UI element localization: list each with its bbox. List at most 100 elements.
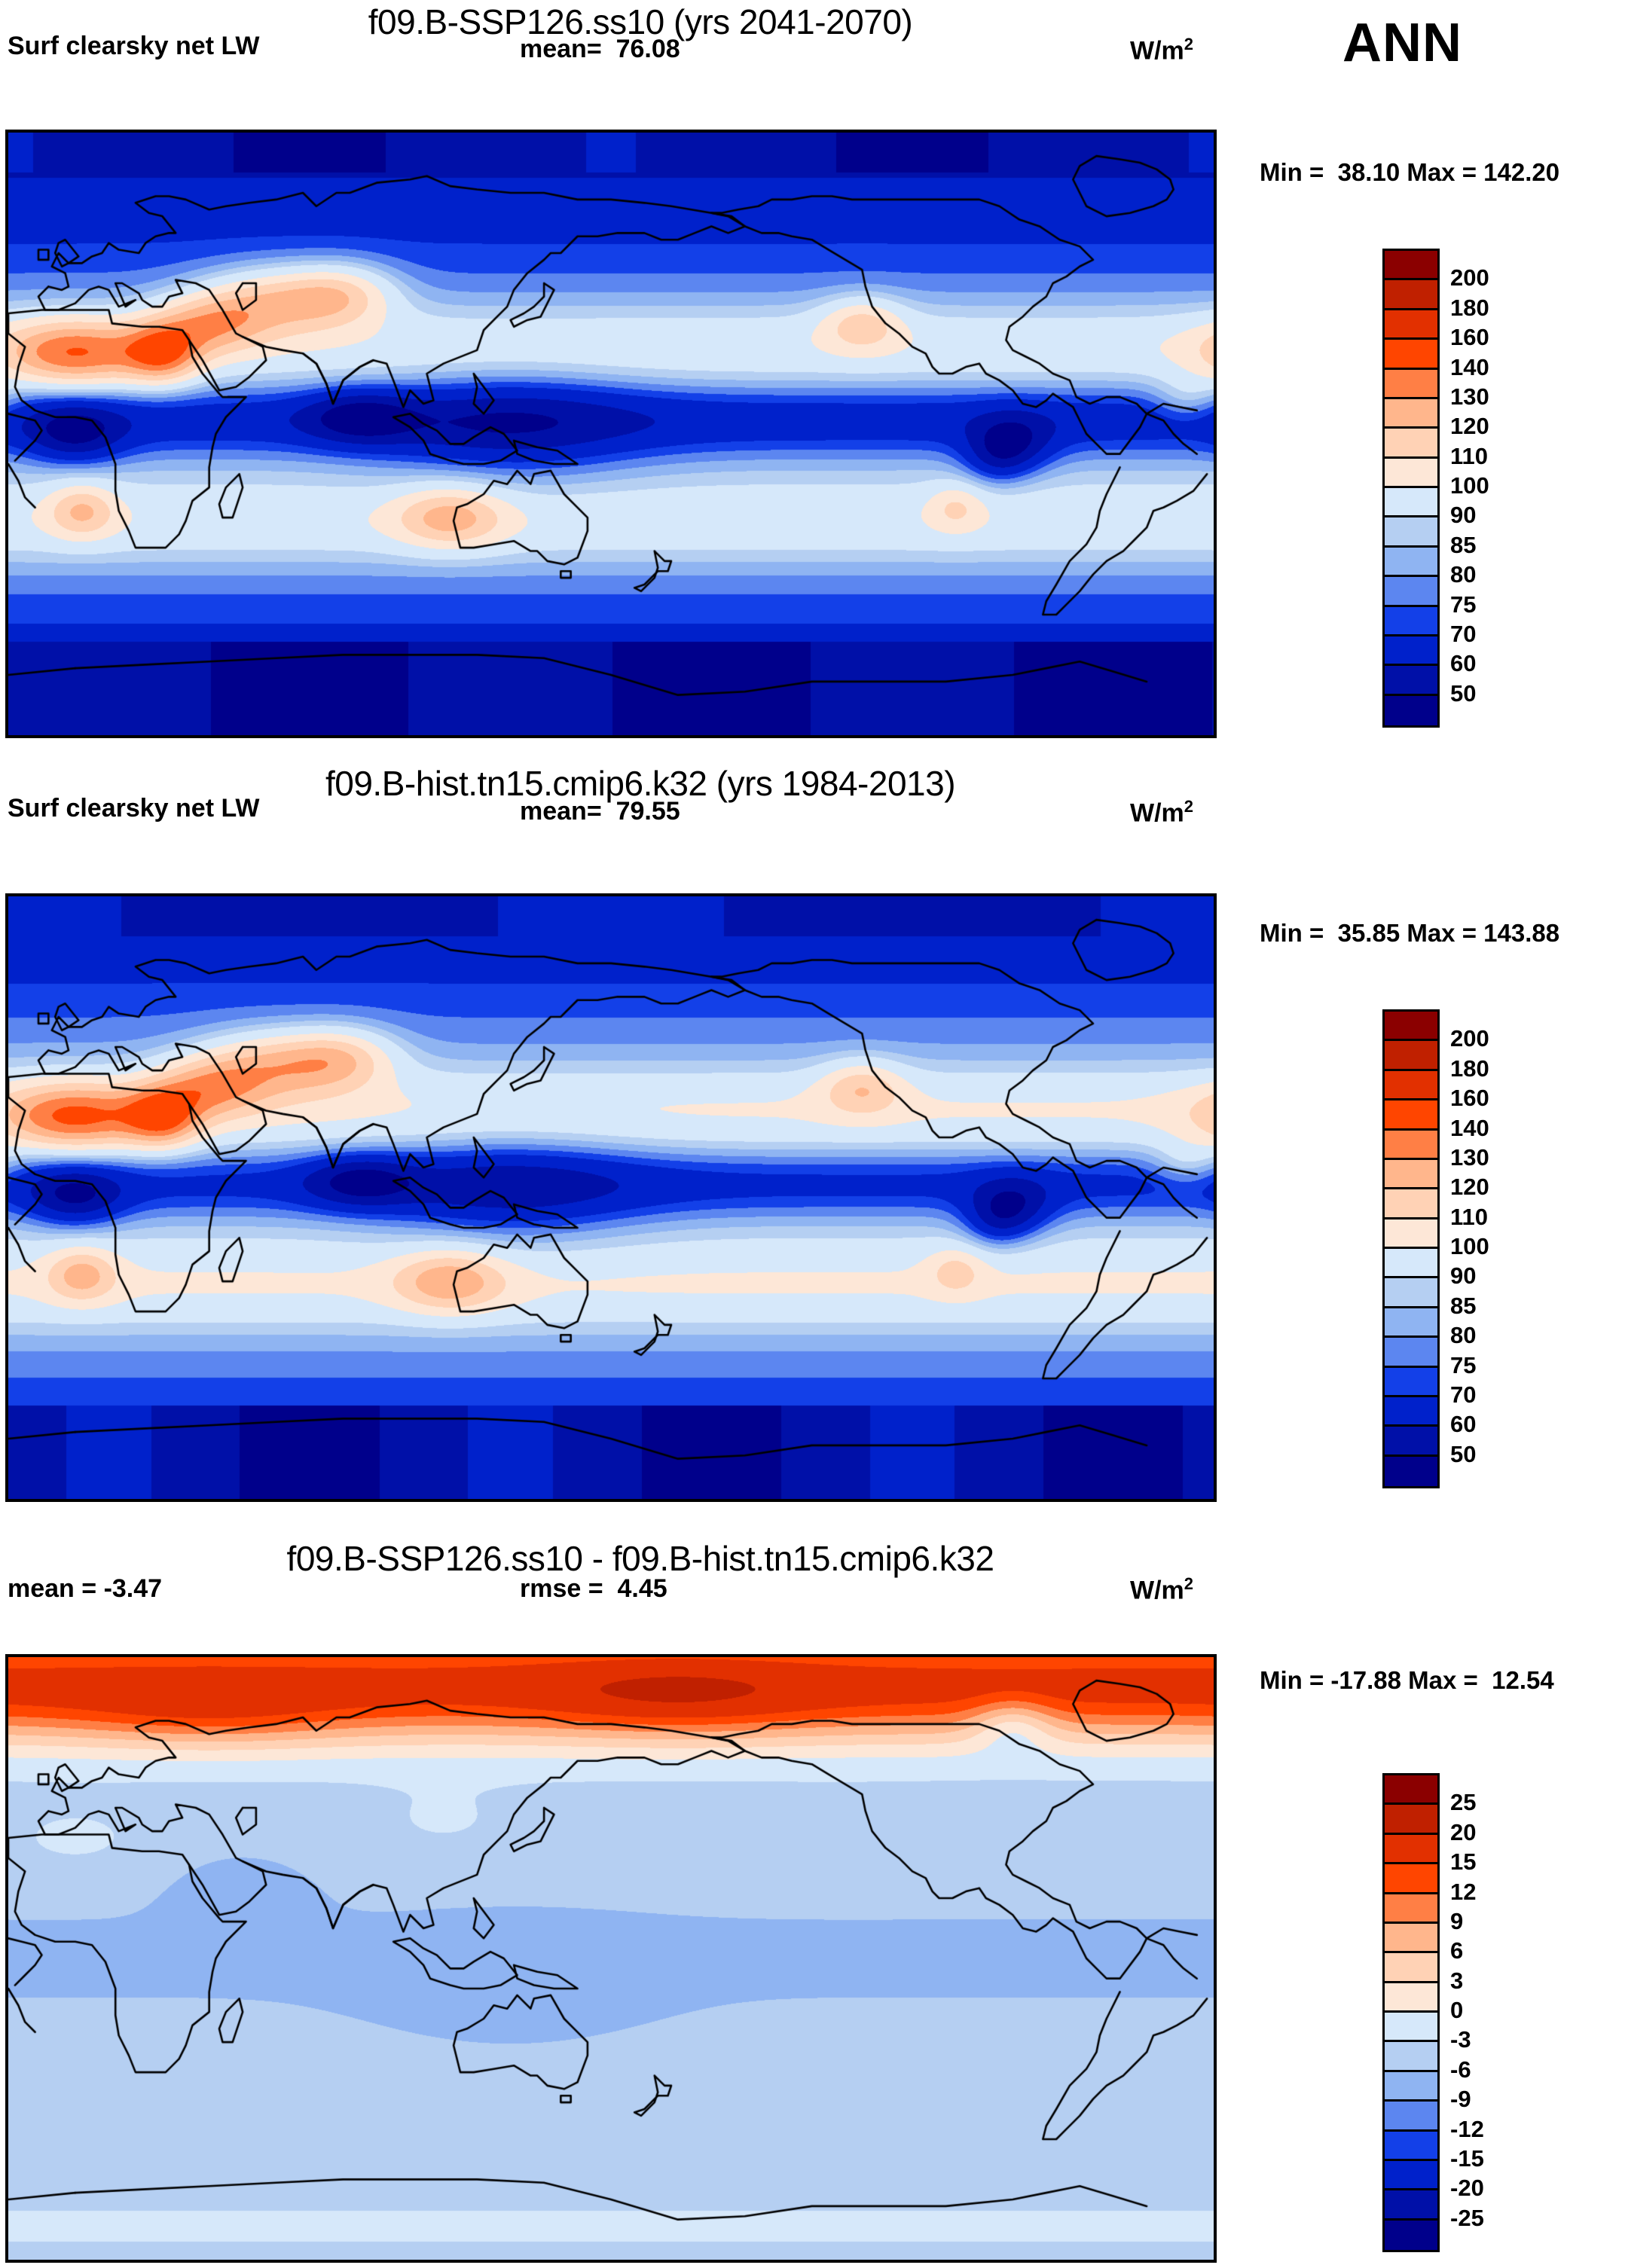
map-canvas bbox=[8, 896, 1214, 1499]
mean-value: 79.55 bbox=[615, 797, 680, 826]
units-exponent: 2 bbox=[1184, 1574, 1194, 1593]
colorbar-tick-label: 25 bbox=[1450, 1789, 1477, 1816]
colorbar-swatch bbox=[1385, 1456, 1437, 1486]
colorbar-swatch bbox=[1385, 2220, 1437, 2250]
mean-text: mean= bbox=[520, 797, 602, 826]
colorbar-swatch bbox=[1385, 1041, 1437, 1071]
panel-title: f09.B-hist.tn15.cmip6.k32 (yrs 1984-2013… bbox=[325, 764, 956, 803]
colorbar-swatch bbox=[1385, 517, 1437, 548]
colorbar-swatch bbox=[1385, 458, 1437, 488]
rmse-label: rmse = 4.45 bbox=[520, 1574, 667, 1604]
colorbar-difference bbox=[1382, 1773, 1440, 2252]
colorbar-labels-historical: 200 180 160 140 130 120 110 100 90 85 80 75 70 60 50 bbox=[1450, 1009, 1556, 1484]
colorbar-swatch bbox=[1385, 1864, 1437, 1894]
colorbar-swatch bbox=[1385, 1012, 1437, 1042]
colorbar-swatch bbox=[1385, 1983, 1437, 2013]
colorbar-tick-label: 20 bbox=[1450, 1818, 1477, 1845]
difference-mean-label: mean = -3.47 bbox=[8, 1574, 163, 1603]
colorbar-tick-label: 50 bbox=[1450, 1440, 1477, 1467]
colorbar-tick-label: -15 bbox=[1450, 2144, 1484, 2172]
colorbar-tick-label: 160 bbox=[1450, 1085, 1489, 1112]
colorbar-swatch bbox=[1385, 2102, 1437, 2132]
colorbar-swatch bbox=[1385, 2131, 1437, 2161]
colorbar-tick-label: 80 bbox=[1450, 561, 1477, 588]
colorbar-tick-label: 75 bbox=[1450, 1351, 1477, 1378]
colorbar-swatch bbox=[1385, 1338, 1437, 1368]
colorbar-tick-label: 75 bbox=[1450, 591, 1477, 618]
colorbar-swatch bbox=[1385, 1805, 1437, 1835]
units-label: W/m2 bbox=[1130, 1574, 1193, 1605]
colorbar-swatch bbox=[1385, 1130, 1437, 1160]
colorbar-tick-label: 120 bbox=[1450, 413, 1489, 440]
colorbar-tick-label: 3 bbox=[1450, 1967, 1464, 1994]
colorbar-tick-label: 6 bbox=[1450, 1937, 1464, 1964]
colorbar-swatch bbox=[1385, 1219, 1437, 1249]
colorbar-tick-label: -3 bbox=[1450, 2026, 1471, 2053]
colorbar-tick-label: 70 bbox=[1450, 1381, 1477, 1408]
units-exponent: 2 bbox=[1184, 35, 1194, 53]
colorbar-tick-label: 140 bbox=[1450, 353, 1489, 380]
colorbar-tick-label: 180 bbox=[1450, 294, 1489, 321]
colorbar-swatch bbox=[1385, 1775, 1437, 1806]
colorbar-swatch bbox=[1385, 2042, 1437, 2072]
colorbar-swatch bbox=[1385, 606, 1437, 636]
colorbar-swatch bbox=[1385, 369, 1437, 399]
colorbar-swatch bbox=[1385, 695, 1437, 725]
colorbar-tick-label: 80 bbox=[1450, 1322, 1477, 1349]
colorbar-swatch bbox=[1385, 1397, 1437, 1427]
colorbar-tick-label: 160 bbox=[1450, 324, 1489, 351]
map-canvas bbox=[8, 1657, 1214, 2260]
map-ssp126 bbox=[5, 130, 1217, 738]
colorbar-tick-label: 140 bbox=[1450, 1114, 1489, 1141]
map-difference bbox=[5, 1654, 1217, 2263]
colorbar-tick-label: -9 bbox=[1450, 2086, 1471, 2113]
colorbar-tick-label: 110 bbox=[1450, 442, 1489, 469]
colorbar-tick-label: -25 bbox=[1450, 2204, 1484, 2231]
colorbar-swatch bbox=[1385, 1834, 1437, 1865]
colorbar-tick-label: 200 bbox=[1450, 1025, 1489, 1052]
colorbar-tick-label: -12 bbox=[1450, 2115, 1484, 2142]
colorbar-swatch bbox=[1385, 488, 1437, 518]
colorbar-tick-label: 60 bbox=[1450, 1411, 1477, 1438]
minmax-label: Min = 35.85 Max = 143.88 bbox=[1260, 919, 1560, 947]
colorbar-swatch bbox=[1385, 1189, 1437, 1219]
colorbar-swatch bbox=[1385, 1894, 1437, 1924]
colorbar-tick-label: 12 bbox=[1450, 1878, 1477, 1905]
colorbar-tick-label: 130 bbox=[1450, 383, 1489, 410]
mean-value: 76.08 bbox=[615, 35, 680, 63]
colorbar-swatch bbox=[1385, 577, 1437, 607]
colorbar-swatch bbox=[1385, 2071, 1437, 2102]
colorbar-tick-label: 90 bbox=[1450, 1262, 1477, 1290]
colorbar-swatch bbox=[1385, 398, 1437, 429]
mean-label: mean= 79.55 bbox=[520, 797, 680, 826]
rmse-value: 4.45 bbox=[617, 1574, 667, 1603]
colorbar-tick-label: 9 bbox=[1450, 1907, 1464, 1934]
colorbar-tick-label: 85 bbox=[1450, 1292, 1477, 1319]
colorbar-swatch bbox=[1385, 1953, 1437, 1983]
colorbar-swatch bbox=[1385, 2160, 1437, 2191]
colorbar-swatch bbox=[1385, 251, 1437, 281]
colorbar-swatch bbox=[1385, 2013, 1437, 2043]
colorbar-tick-label: 50 bbox=[1450, 679, 1477, 707]
colorbar-swatch bbox=[1385, 280, 1437, 310]
panel-title: f09.B-SSP126.ss10 (yrs 2041-2070) bbox=[368, 2, 913, 41]
colorbar-tick-label: -6 bbox=[1450, 2056, 1471, 2083]
colorbar-swatch bbox=[1385, 1159, 1437, 1190]
colorbar-swatch bbox=[1385, 1308, 1437, 1339]
colorbar-swatch bbox=[1385, 666, 1437, 696]
season-label: ANN bbox=[1342, 13, 1462, 73]
colorbar-labels-difference: 25 20 15 12 9 6 3 0 -3 -6 -9 -12 -15 -20 -25 bbox=[1450, 1773, 1556, 2248]
colorbar-tick-label: 85 bbox=[1450, 531, 1477, 558]
map-historical bbox=[5, 893, 1217, 1502]
colorbar-tick-label: 180 bbox=[1450, 1055, 1489, 1082]
map-canvas bbox=[8, 133, 1214, 735]
colorbar-swatch bbox=[1385, 429, 1437, 459]
minmax-label: Min = -17.88 Max = 12.54 bbox=[1260, 1666, 1554, 1694]
colorbar-swatch bbox=[1385, 547, 1437, 578]
rmse-text: rmse = bbox=[520, 1574, 603, 1603]
colorbar-swatch bbox=[1385, 1249, 1437, 1279]
mean-text: mean= bbox=[520, 35, 602, 63]
colorbar-tick-label: 110 bbox=[1450, 1203, 1489, 1230]
colorbar-tick-label: 130 bbox=[1450, 1143, 1489, 1171]
units-exponent: 2 bbox=[1184, 797, 1194, 816]
